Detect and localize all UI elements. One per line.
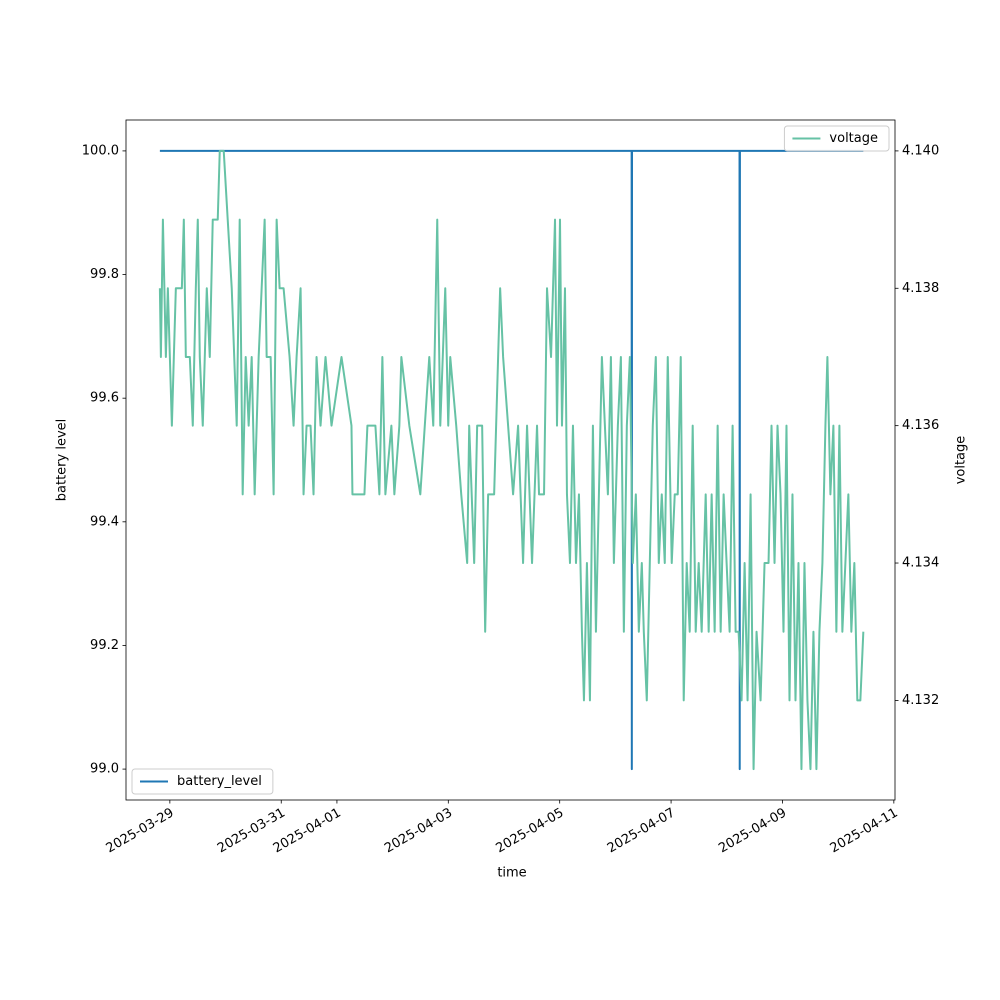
- legend: battery_level: [131, 768, 274, 795]
- x-axis-label: time: [497, 866, 526, 881]
- legend-label: battery_level: [177, 774, 262, 789]
- y2-tick-label: 4.134: [902, 556, 939, 571]
- y-axis-label: battery level: [55, 419, 70, 502]
- y-tick-label: 99.6: [90, 391, 119, 406]
- y-tick-label: 99.0: [90, 762, 119, 777]
- y2-tick-label: 4.132: [902, 693, 939, 708]
- y2-tick-label: 4.138: [902, 281, 939, 296]
- y2-axis-label: voltage: [954, 436, 969, 485]
- legend-label: voltage: [829, 131, 878, 146]
- legend-box: [131, 768, 274, 795]
- y-tick-label: 100.0: [82, 143, 119, 158]
- legend: voltage: [783, 125, 890, 152]
- legend-box: [783, 125, 890, 152]
- y-tick-label: 99.8: [90, 267, 119, 282]
- y-tick-label: 99.4: [90, 514, 119, 529]
- series-line: [159, 149, 864, 771]
- series-line: [158, 149, 865, 771]
- y2-tick-label: 4.136: [902, 418, 939, 433]
- plot-frame: [125, 119, 896, 801]
- y2-tick-label: 4.140: [902, 143, 939, 158]
- y-tick-label: 99.2: [90, 638, 119, 653]
